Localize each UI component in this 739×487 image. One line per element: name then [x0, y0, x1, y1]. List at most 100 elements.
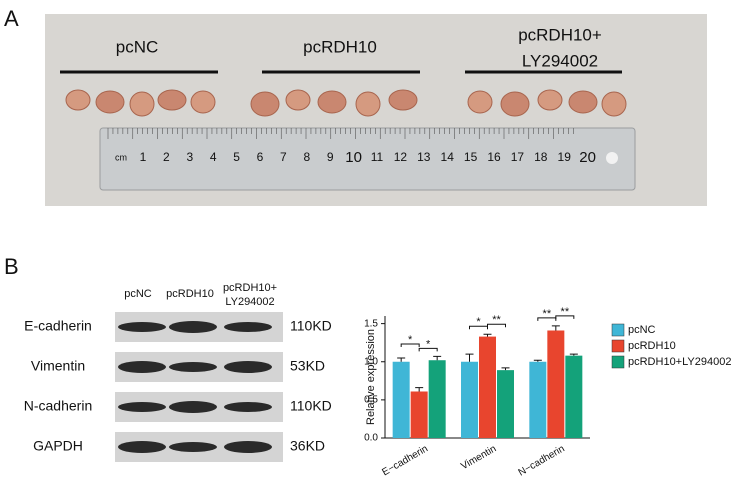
x-tick-label: Vimentin — [459, 443, 498, 472]
legend-label: pcRDH10+LY294002 — [628, 356, 731, 368]
tumor — [500, 91, 530, 117]
x-tick-label: E−cadherin — [380, 443, 430, 478]
tumor — [355, 91, 381, 117]
lane-label: pcRDH10 — [166, 288, 214, 300]
ruler-hole — [606, 152, 618, 164]
ruler-unit: cm — [115, 152, 127, 162]
error-bar — [397, 357, 406, 362]
panel-label: B — [4, 254, 19, 279]
legend-label: pcRDH10 — [628, 340, 676, 352]
lane-label: pcRDH10+ — [223, 282, 277, 294]
size-label: 53KD — [290, 358, 325, 374]
tumor — [601, 91, 627, 117]
bar — [461, 361, 478, 438]
blot-band — [169, 401, 217, 413]
significance-bracket — [555, 315, 575, 319]
significance-bracket — [418, 347, 438, 352]
ruler-number: 4 — [210, 150, 217, 164]
protein-label: N-cadherin — [24, 398, 92, 414]
tumor — [250, 91, 280, 117]
ruler-number: 14 — [441, 150, 455, 164]
ruler-number: 19 — [558, 150, 572, 164]
ruler-number: 9 — [327, 150, 334, 164]
blot-band — [224, 402, 272, 412]
panel-label: A — [4, 6, 19, 31]
ruler-number: 16 — [487, 150, 501, 164]
bar — [529, 361, 547, 438]
error-bar — [533, 359, 542, 362]
y-tick-label: 0.0 — [364, 433, 378, 444]
blot-band — [224, 361, 272, 373]
group-label: LY294002 — [522, 51, 598, 70]
lane-label: pcNC — [124, 288, 152, 300]
blot-band — [224, 322, 272, 332]
x-tick-label: N−cadherin — [517, 443, 567, 478]
blot-band — [169, 442, 217, 452]
ruler-number: 11 — [371, 150, 384, 164]
ruler — [99, 127, 636, 191]
ruler-number: 3 — [186, 150, 193, 164]
bar — [565, 355, 583, 438]
significance-label: ** — [543, 308, 552, 320]
ruler-number: 1 — [140, 150, 147, 164]
legend-swatch — [611, 355, 625, 369]
protein-label: Vimentin — [31, 358, 85, 374]
ruler-number: 17 — [511, 150, 525, 164]
blot-band — [118, 322, 166, 332]
size-label: 110KD — [290, 398, 332, 414]
legend-swatch — [611, 323, 625, 337]
blot-band — [169, 321, 217, 333]
ruler-number: 13 — [417, 150, 431, 164]
bar — [392, 361, 410, 438]
bar — [479, 336, 496, 438]
tumor — [190, 90, 216, 114]
significance-label: * — [426, 338, 431, 350]
ruler-number: 8 — [303, 150, 310, 164]
ruler-number: 2 — [163, 150, 170, 164]
significance-bracket — [487, 323, 506, 328]
y-tick-label: 1.5 — [364, 318, 378, 329]
significance-bracket — [537, 317, 557, 321]
tumor — [157, 89, 187, 111]
error-bar — [501, 367, 510, 371]
significance-label: * — [408, 334, 413, 346]
ruler-number: 5 — [233, 150, 240, 164]
protein-label: GAPDH — [33, 438, 83, 454]
size-label: 110KD — [290, 318, 332, 334]
ruler-number: 18 — [534, 150, 548, 164]
tumor — [317, 90, 347, 114]
bar — [428, 360, 446, 438]
tumor — [65, 89, 91, 111]
ruler-number: 15 — [464, 150, 478, 164]
ruler-number: 7 — [280, 150, 287, 164]
legend-swatch — [611, 339, 625, 353]
size-label: 36KD — [290, 438, 325, 454]
significance-bracket — [400, 343, 420, 347]
blot-band — [224, 441, 272, 453]
error-bar — [433, 355, 442, 361]
tumor — [129, 91, 155, 117]
blot-band — [118, 361, 166, 373]
tumor — [537, 89, 563, 111]
group-label: pcNC — [116, 37, 159, 56]
bar — [410, 391, 428, 438]
error-bar — [465, 353, 474, 362]
error-bar — [415, 387, 424, 392]
significance-label: * — [476, 316, 481, 328]
ruler-number: 20 — [579, 149, 596, 166]
tumor — [467, 90, 493, 114]
error-bar — [483, 333, 492, 337]
tumor — [568, 90, 598, 114]
error-bar — [551, 325, 560, 331]
group-label: pcRDH10+ — [518, 25, 602, 44]
y-tick-label: 1.0 — [364, 356, 378, 367]
y-axis-label: Relative expression — [365, 329, 377, 425]
significance-label: ** — [561, 306, 570, 318]
bar — [497, 370, 514, 438]
tumor — [95, 90, 125, 114]
significance-label: ** — [492, 314, 501, 326]
group-label: pcRDH10 — [303, 37, 377, 56]
blot-band — [118, 441, 166, 453]
tumor — [285, 89, 311, 111]
